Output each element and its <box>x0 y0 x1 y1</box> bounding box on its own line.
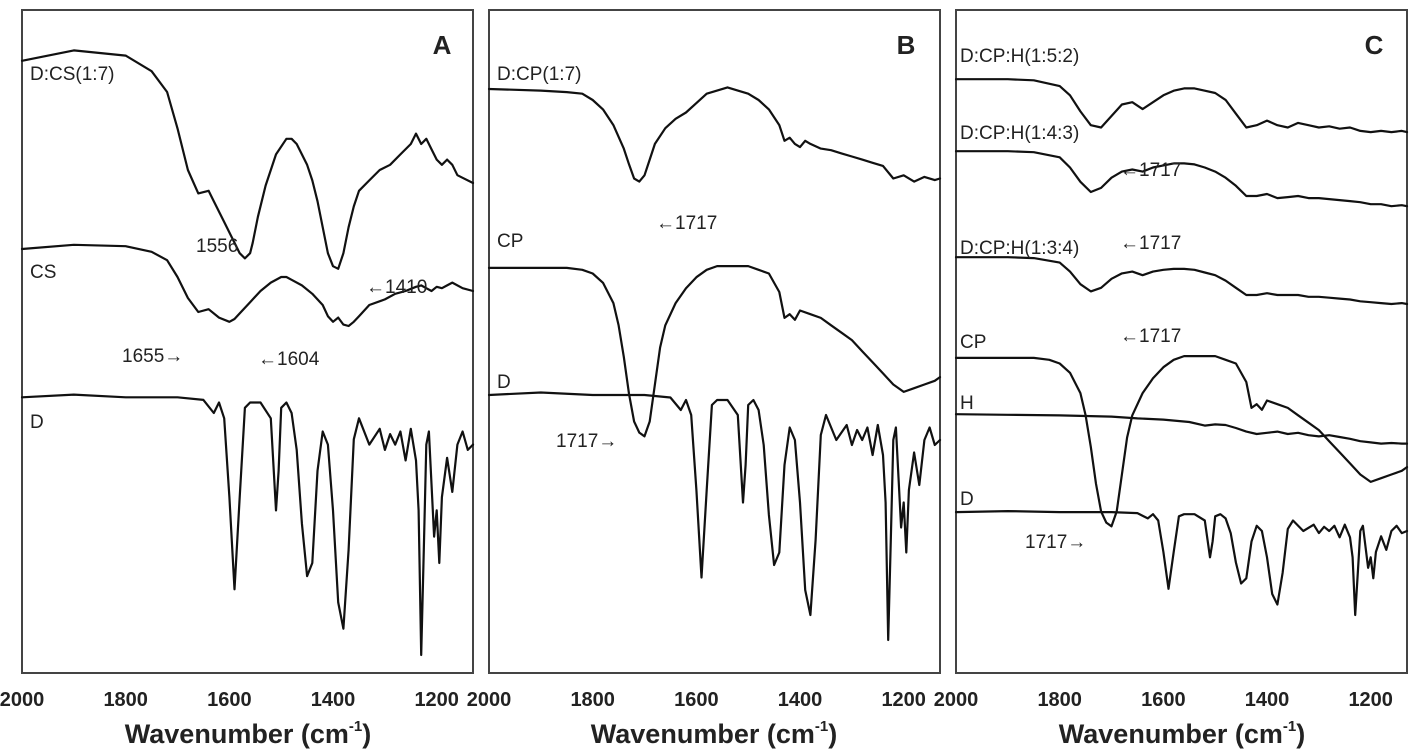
trace-d-cp-h-1-5-2-2-0 <box>954 78 1409 134</box>
panel-c: C D:CP:H(1:5:2) D:CP:H(1:4:3) D:CP:H(1:3… <box>934 9 1409 749</box>
series-label-d: D <box>960 489 974 510</box>
series-label-cp: CP <box>497 231 523 252</box>
panel-a: A D:CS(1:7) CS D 1556 ←1410 1655→ ←1604 … <box>0 9 475 749</box>
panel-c-traces <box>954 78 1409 617</box>
series-label-d-cp-h-152: D:CP:H(1:5:2) <box>960 46 1079 67</box>
annotation-1556: 1556 <box>196 236 238 257</box>
x-tick-label-1600: 1600 <box>207 689 252 711</box>
panel-b-frame <box>488 9 941 674</box>
panel-a-traces <box>20 49 475 657</box>
panel-b-traces <box>487 86 942 642</box>
trace-cp-2-3 <box>954 355 1409 528</box>
x-tick-label-1200: 1200 <box>414 689 459 711</box>
x-tick-label-1200: 1200 <box>881 689 926 711</box>
series-label-d: D <box>30 412 44 433</box>
x-tick-label-1600: 1600 <box>674 689 719 711</box>
annotation-1717-c: ←1717 <box>1120 326 1181 347</box>
panel-a-frame <box>21 9 474 674</box>
series-label-h: H <box>960 393 974 414</box>
trace-d-1-2 <box>487 391 942 642</box>
annotation-1717-cp: 1717→ <box>1025 532 1086 553</box>
annotation-1604: ←1604 <box>258 349 320 370</box>
series-label-cs: CS <box>30 262 56 283</box>
x-tick-label-2000: 2000 <box>0 689 44 711</box>
panel-b-x-ticks: 2000 1800 1600 1400 1200 <box>467 689 926 711</box>
x-tick-label-1200: 1200 <box>1348 689 1393 711</box>
trace-d-cs-1-7-0-0 <box>20 49 475 270</box>
series-label-d-cp: D:CP(1:7) <box>497 64 581 85</box>
panel-b: B D:CP(1:7) CP D ←1717 1717→ 2000 1800 160… <box>467 9 942 749</box>
annotation-1717-a: ←1717 <box>1120 160 1181 181</box>
series-label-d: D <box>497 372 511 393</box>
x-tick-label-2000: 2000 <box>467 689 512 711</box>
series-label-cp: CP <box>960 332 986 353</box>
panel-c-frame <box>955 9 1408 674</box>
trace-d-0-2 <box>20 393 475 657</box>
trace-cs-0-1 <box>20 243 475 328</box>
series-label-d-cp-h-134: D:CP:H(1:3:4) <box>960 238 1079 259</box>
panel-a-x-ticks: 2000 1800 1600 1400 1200 <box>0 689 459 711</box>
x-tick-label-1800: 1800 <box>103 689 148 711</box>
trace-d-2-5 <box>954 510 1409 617</box>
annotation-1717-cp: 1717→ <box>556 431 617 452</box>
x-tick-label-1800: 1800 <box>570 689 615 711</box>
panel-c-x-ticks: 2000 1800 1600 1400 1200 <box>934 689 1393 711</box>
x-tick-label-1800: 1800 <box>1037 689 1082 711</box>
x-tick-label-1400: 1400 <box>778 689 823 711</box>
panel-c-x-axis-label: Wavenumber (cm-1) <box>1059 718 1305 749</box>
annotation-1410: ←1410 <box>366 277 427 298</box>
panel-b-letter: B <box>897 30 916 60</box>
x-tick-label-1400: 1400 <box>311 689 356 711</box>
panel-b-x-axis-label: Wavenumber (cm-1) <box>591 718 837 749</box>
trace-h-2-4 <box>954 413 1409 445</box>
series-label-d-cs: D:CS(1:7) <box>30 64 114 85</box>
x-tick-label-1400: 1400 <box>1245 689 1290 711</box>
panel-c-letter: C <box>1365 30 1384 60</box>
x-tick-label-1600: 1600 <box>1141 689 1186 711</box>
panel-a-letter: A <box>433 30 452 60</box>
trace-d-cp-1-7-1-0 <box>487 86 942 183</box>
panel-a-x-axis-label: Wavenumber (cm-1) <box>125 718 371 749</box>
annotation-1717-b: ←1717 <box>1120 233 1181 254</box>
trace-d-cp-h-1-3-4-2-2 <box>954 256 1409 306</box>
annotation-1655: 1655→ <box>122 346 183 367</box>
trace-cp-1-1 <box>487 265 942 438</box>
x-tick-label-2000: 2000 <box>934 689 979 711</box>
annotation-1717-top: ←1717 <box>656 213 717 234</box>
trace-d-cp-h-1-4-3-2-1 <box>954 150 1409 208</box>
series-label-d-cp-h-143: D:CP:H(1:4:3) <box>960 123 1079 144</box>
